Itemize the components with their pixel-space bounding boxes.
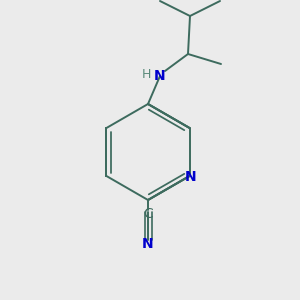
Text: N: N <box>154 69 166 83</box>
Text: N: N <box>142 237 154 251</box>
Text: H: H <box>141 68 151 80</box>
Text: N: N <box>185 170 197 184</box>
Text: C: C <box>143 207 153 221</box>
